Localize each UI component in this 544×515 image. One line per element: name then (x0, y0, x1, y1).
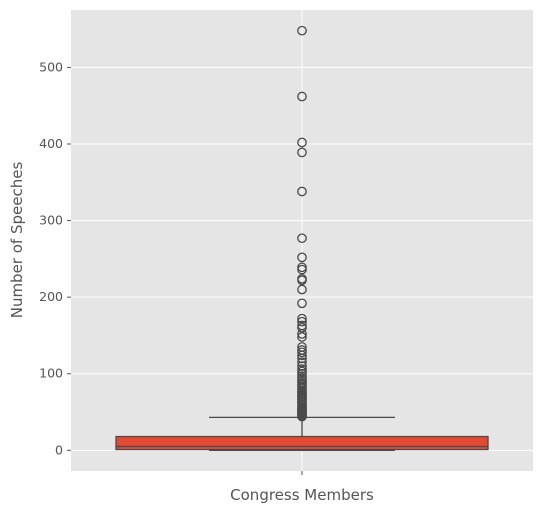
outlier-point-3 (297, 147, 307, 158)
outlier-point-25 (297, 361, 307, 371)
outlier-point-17 (297, 329, 307, 339)
y-axis-ticks: 0 100 200 300 400 500 (39, 59, 71, 457)
outlier-point-12 (297, 298, 307, 309)
outlier-point-5 (297, 233, 307, 244)
y-tick-label-100: 100 (39, 366, 63, 381)
outlier-point-18 (297, 332, 307, 342)
box-iqr (115, 435, 489, 451)
outlier-point-0 (297, 25, 307, 36)
outlier-point-22 (297, 350, 307, 361)
y-axis-label: Number of Speeches (8, 162, 26, 319)
y-tick-label-200: 200 (39, 289, 63, 304)
outlier-point-10 (297, 275, 307, 286)
outlier-point-60 (297, 411, 307, 422)
outlier-point-4 (297, 186, 307, 197)
y-tick-label-500: 500 (39, 59, 63, 74)
outlier-point-14 (297, 316, 307, 327)
y-tick-label-300: 300 (39, 213, 63, 228)
y-tick-label-0: 0 (55, 442, 63, 457)
outlier-point-23 (297, 353, 307, 364)
outlier-point-1 (297, 91, 307, 102)
outlier-point-11 (297, 284, 307, 295)
outlier-point-24 (297, 357, 307, 368)
outlier-point-13 (297, 313, 307, 324)
outlier-point-21 (297, 347, 307, 358)
outlier-point-8 (297, 264, 307, 275)
outlier-point-2 (297, 137, 307, 148)
outlier-points (297, 25, 307, 422)
outlier-point-6 (297, 252, 307, 263)
outlier-point-16 (297, 322, 307, 333)
y-tick-label-400: 400 (39, 136, 63, 151)
x-axis-label: Congress Members (230, 486, 374, 504)
